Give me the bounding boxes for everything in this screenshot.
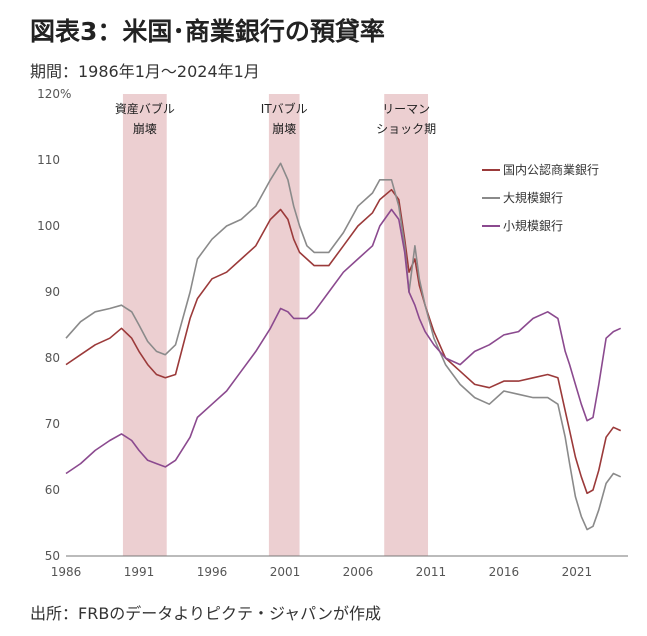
shaded-periods bbox=[122, 94, 429, 556]
legend-label: 小規模銀行 bbox=[503, 218, 563, 233]
legend-item-1: 国内公認商業銀行 bbox=[482, 162, 599, 177]
y-tick-label: 60 bbox=[45, 483, 60, 497]
shaded-period-1 bbox=[122, 94, 167, 556]
period-label-3: ショック期 bbox=[376, 122, 436, 136]
chart-subtitle: 期間：1986年1月～2024年1月 bbox=[30, 62, 260, 81]
tick-labels: 50 60 70 80 90 100 110 120 1986 1991 1996 2001 2006 2… bbox=[37, 87, 592, 579]
y-unit-label: % bbox=[60, 87, 71, 101]
x-tick-label: 1996 bbox=[197, 565, 228, 579]
y-tick-label: 90 bbox=[45, 285, 60, 299]
x-tick-label: 2001 bbox=[270, 565, 301, 579]
x-tick-label: 1991 bbox=[124, 565, 155, 579]
period-label-2: ITバブル bbox=[261, 101, 308, 116]
period-label-2: 崩壊 bbox=[272, 122, 296, 136]
y-tick-label: 110 bbox=[37, 153, 60, 167]
x-tick-label: 1986 bbox=[51, 565, 82, 579]
shaded-period-2 bbox=[268, 94, 300, 556]
x-tick-label: 2016 bbox=[489, 565, 520, 579]
y-tick-label: 100 bbox=[37, 219, 60, 233]
legend-label: 大規模銀行 bbox=[503, 190, 563, 205]
legend-label: 国内公認商業銀行 bbox=[503, 162, 599, 177]
legend-item-2: 大規模銀行 bbox=[482, 190, 563, 205]
y-tick-label: 70 bbox=[45, 417, 60, 431]
x-tick-label: 2011 bbox=[416, 565, 447, 579]
chart-title: 図表3：米国･商業銀行の預貸率 bbox=[30, 17, 385, 46]
y-tick-label: 80 bbox=[45, 351, 60, 365]
x-tick-label: 2006 bbox=[343, 565, 374, 579]
series-lines bbox=[65, 162, 622, 531]
chart-source: 出所：FRBのデータよりピクテ・ジャパンが作成 bbox=[30, 604, 381, 623]
period-label-1: 資産バブル bbox=[115, 101, 175, 116]
period-label-1: 崩壊 bbox=[133, 122, 157, 136]
shaded-period-3 bbox=[384, 94, 429, 556]
x-tick-label: 2021 bbox=[562, 565, 593, 579]
y-tick-label: 120 bbox=[37, 87, 60, 101]
series-line-3 bbox=[65, 208, 622, 475]
series-line-2 bbox=[65, 162, 622, 531]
y-tick-label: 50 bbox=[45, 549, 60, 563]
period-label-3: リーマン bbox=[382, 102, 430, 116]
series-line-1 bbox=[65, 188, 622, 495]
legend-item-3: 小規模銀行 bbox=[482, 218, 563, 233]
